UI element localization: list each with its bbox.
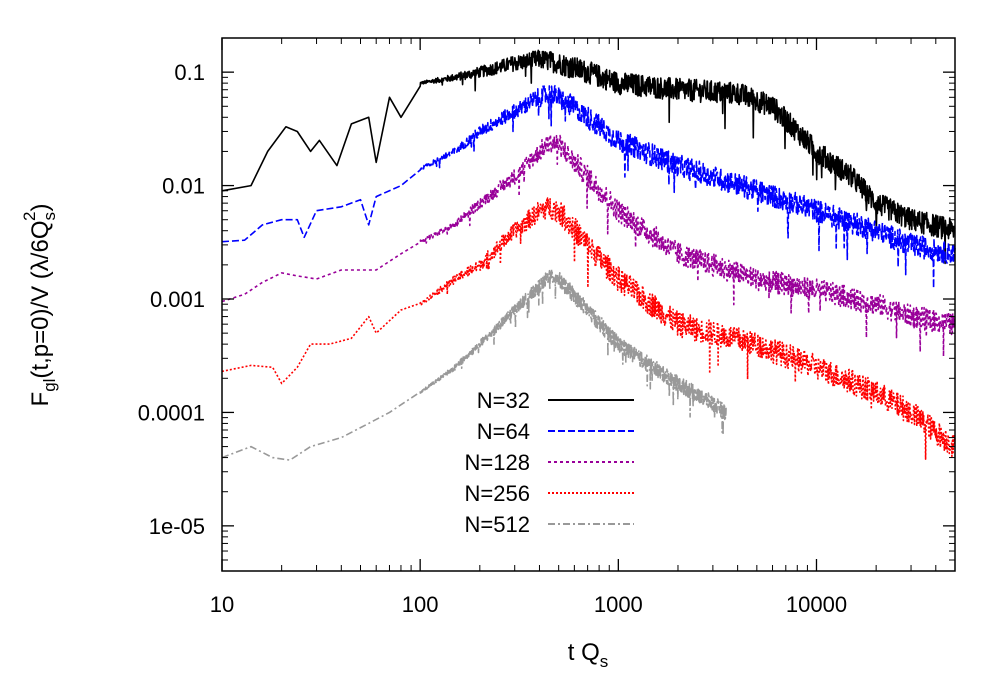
- x-axis-title-main: t Q: [568, 639, 600, 666]
- y-axis-title-mid: (t,p=0)/V (λ/6Q: [27, 221, 54, 379]
- legend-label: N=32: [477, 388, 530, 413]
- series-layer: [221, 49, 956, 461]
- y-axis-title-f-sub: gl: [40, 379, 59, 392]
- y-axis-title: Fgl(t,p=0)/V (λ/6Qs2): [20, 204, 59, 407]
- series-line-n-32: [221, 49, 956, 265]
- y-axis-title-f: F: [27, 392, 54, 407]
- ticks-layer: 10 100 1000 10000 0.1 0.01 0.001 0.0001 1e-05: [138, 37, 956, 617]
- series-line-n-64: [221, 84, 956, 289]
- legend: N=32 N=64 N=128 N=256 N=512: [465, 388, 634, 537]
- y-tick-label: 0.01: [162, 174, 205, 199]
- y-axis-title-end: ): [27, 204, 54, 212]
- legend-item-n-32: N=32: [477, 388, 634, 413]
- x-axis-title-sub: s: [600, 652, 609, 671]
- legend-label: N=256: [465, 481, 530, 506]
- x-tick-label: 10000: [786, 592, 847, 617]
- y-tick-label: 0.001: [150, 287, 205, 312]
- series-line-n-256: [221, 196, 956, 460]
- data-layer: [221, 49, 956, 461]
- svg-text:Fgl(t,p=0)/V (λ/6Qs2): Fgl(t,p=0)/V (λ/6Qs2): [20, 204, 59, 407]
- x-axis-title: t Qs: [568, 639, 609, 671]
- y-tick-label: 0.0001: [138, 400, 205, 425]
- y-tick-label: 1e-05: [149, 514, 205, 539]
- x-tick-label: 100: [402, 592, 439, 617]
- x-tick-label: 10: [210, 592, 234, 617]
- legend-label: N=64: [477, 419, 530, 444]
- series-line-n-512: [221, 268, 727, 461]
- series-line-n-128: [221, 133, 956, 357]
- y-axis-title-q-sub: s: [40, 212, 59, 221]
- svg-text:t Qs: t Qs: [568, 639, 609, 671]
- legend-label: N=128: [465, 450, 530, 475]
- y-tick-label: 0.1: [174, 60, 205, 85]
- legend-item-n-256: N=256: [465, 481, 634, 506]
- x-tick-label: 1000: [594, 592, 643, 617]
- y-axis-title-q-sup: 2: [20, 212, 39, 221]
- legend-item-n-512: N=512: [465, 512, 634, 537]
- legend-item-n-64: N=64: [477, 419, 634, 444]
- legend-label: N=512: [465, 512, 530, 537]
- legend-item-n-128: N=128: [465, 450, 634, 475]
